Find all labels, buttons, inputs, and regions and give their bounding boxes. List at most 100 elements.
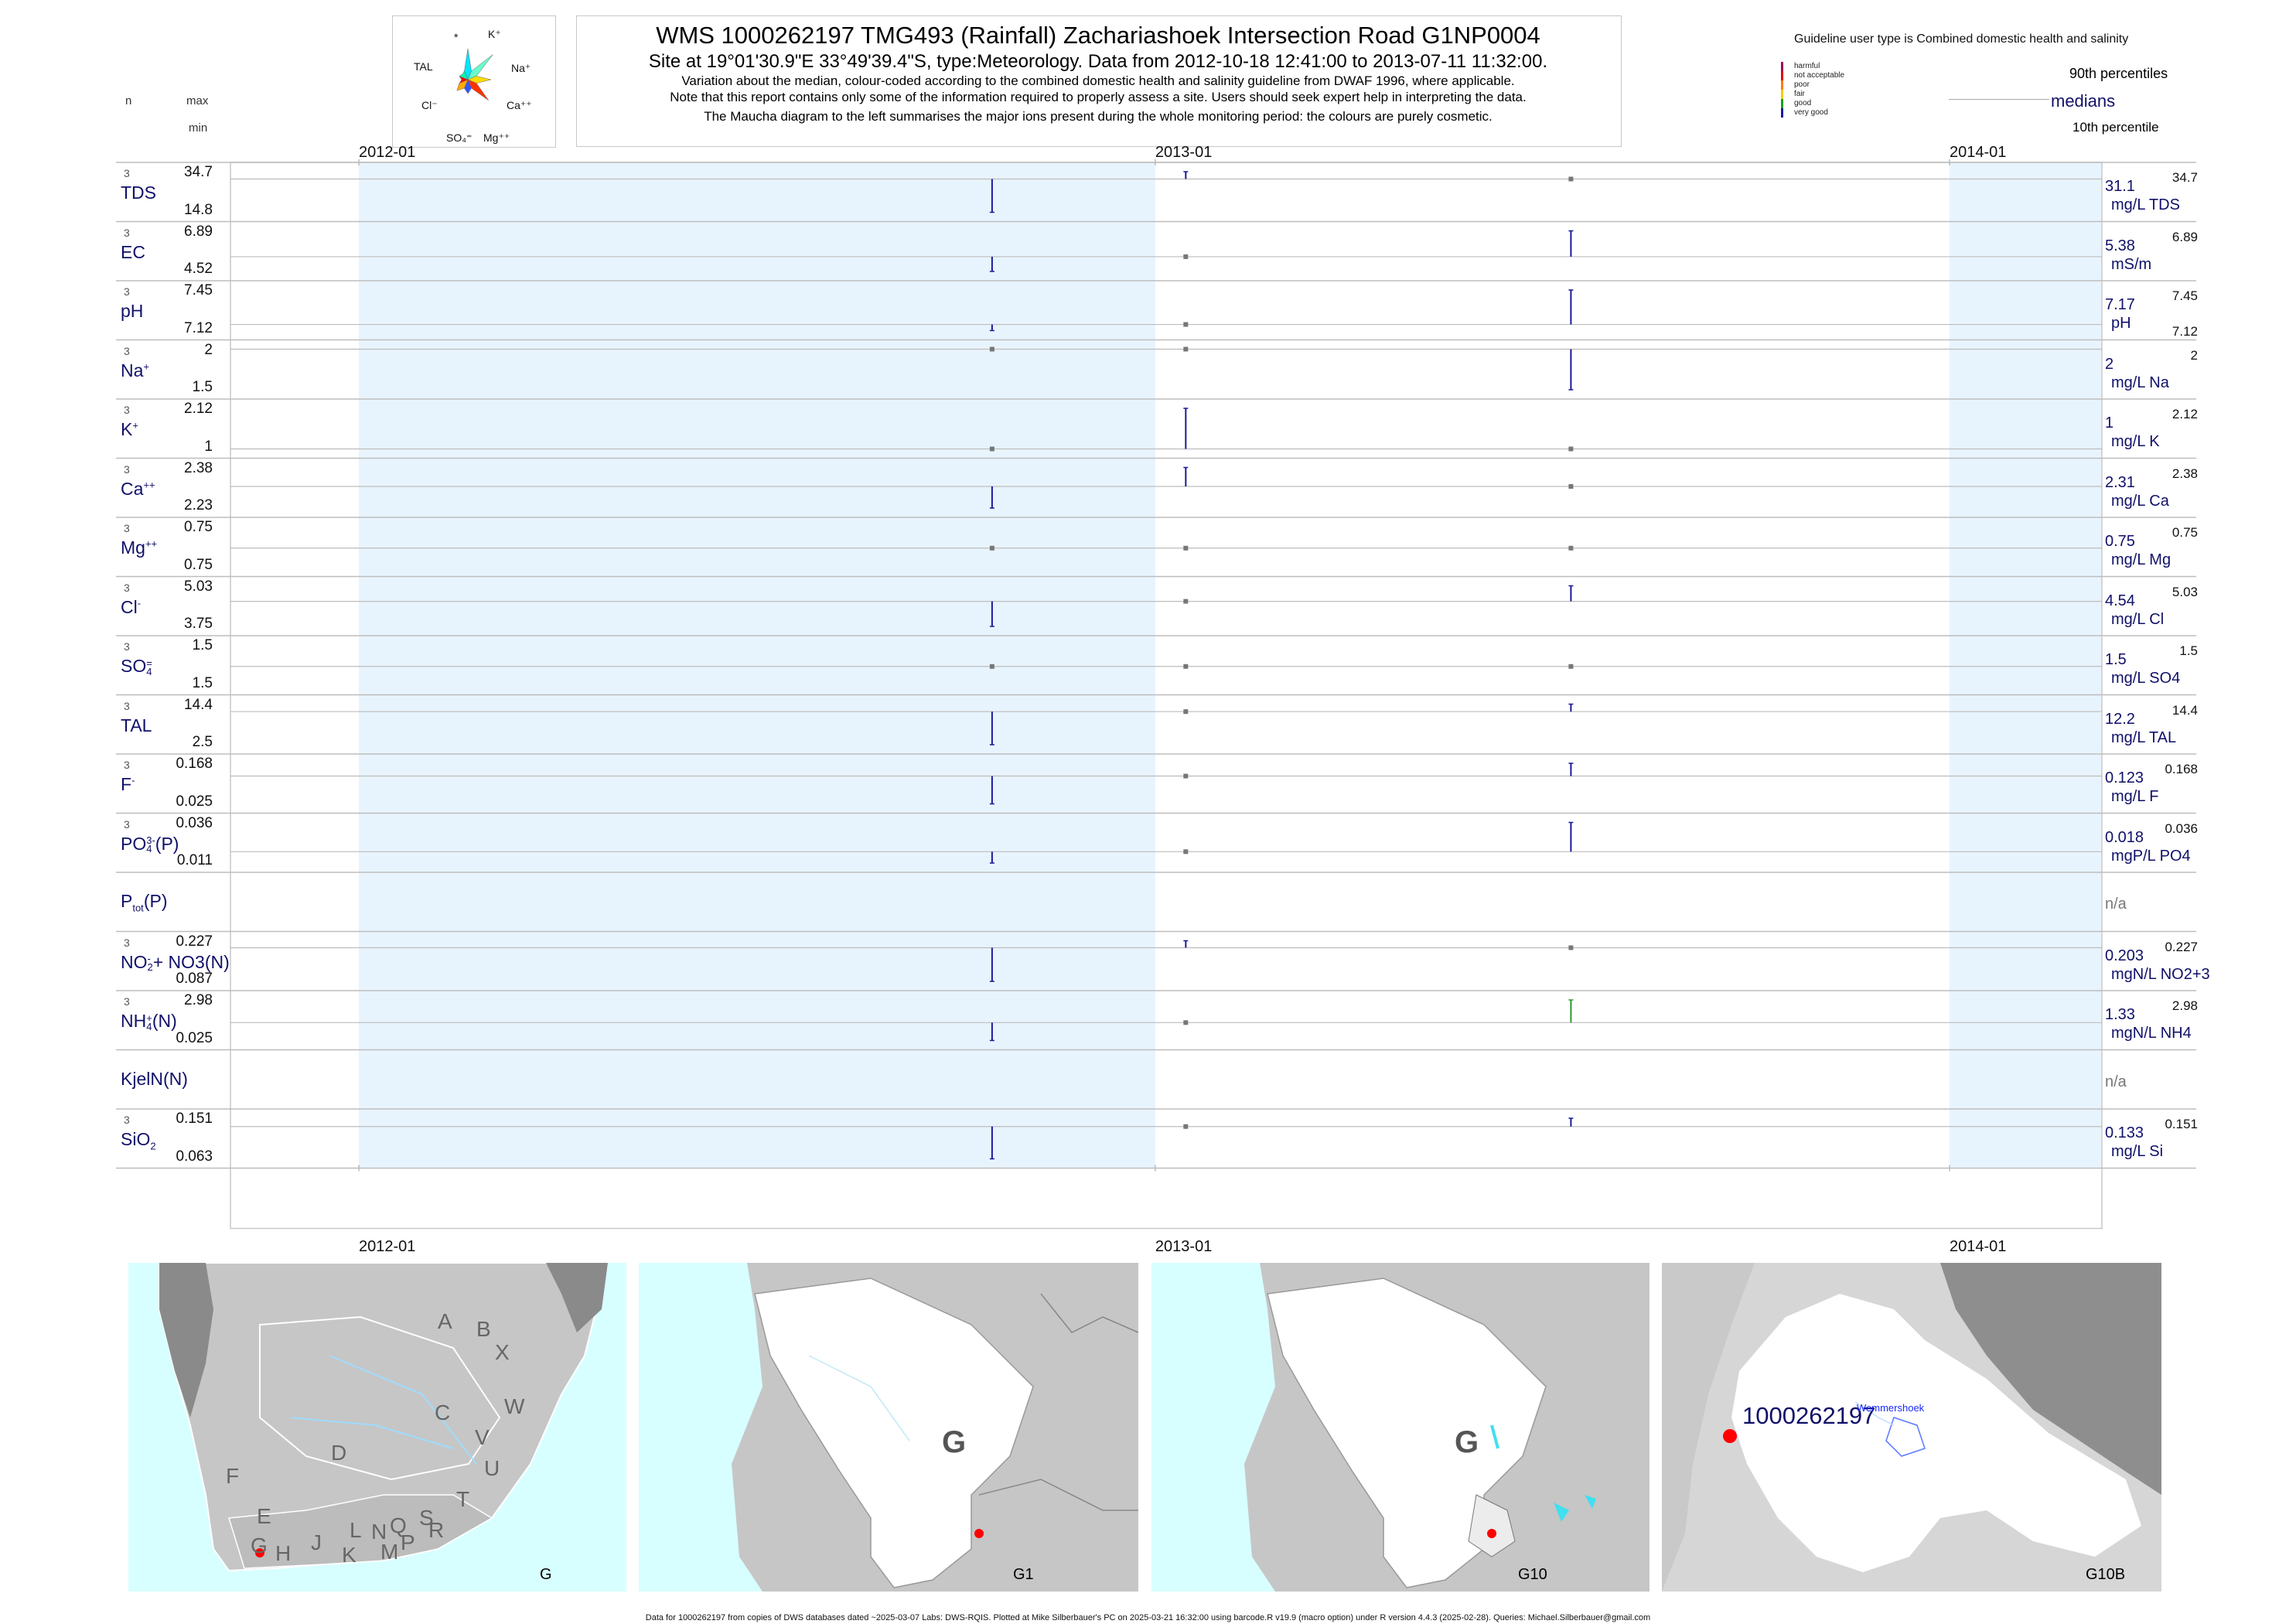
row-right-max: 2.98 xyxy=(2171,998,2198,1013)
row-median: 0.123 xyxy=(2105,769,2144,786)
map-label-g10b: G10B xyxy=(2086,1566,2126,1583)
row-right-max: 1.5 xyxy=(2179,643,2198,658)
sample-point xyxy=(1183,599,1189,604)
row-max: 14.4 xyxy=(184,696,213,713)
legend-swatch xyxy=(1781,71,1783,80)
x-tick-label: 2014-01 xyxy=(1950,1237,2007,1255)
legend-swatch xyxy=(1781,80,1783,90)
legend-label: very good xyxy=(1794,108,1828,117)
row-parameter-name: EC xyxy=(121,241,145,262)
row-unit: mgP/L PO4 xyxy=(2111,847,2191,865)
sample-point xyxy=(1183,773,1189,779)
row-median: 31.1 xyxy=(2105,178,2135,195)
row-min: 1.5 xyxy=(192,674,213,691)
row-n: 3 xyxy=(124,226,130,239)
row-median: 1.33 xyxy=(2105,1006,2135,1023)
region-letter: L xyxy=(350,1518,362,1542)
sample-point xyxy=(989,545,994,551)
region-letter: C xyxy=(435,1401,451,1424)
chart-area xyxy=(116,159,2196,1230)
row-n: 3 xyxy=(124,817,130,831)
sample-point xyxy=(1568,545,1574,551)
row-max: 2.12 xyxy=(184,401,213,417)
legend-label: good xyxy=(1794,99,1812,107)
row-n: 3 xyxy=(124,1114,130,1126)
note-block: Variation about the median, colour-coded… xyxy=(582,73,1615,125)
row-max: 2.38 xyxy=(184,459,213,476)
row-median-na: n/a xyxy=(2105,1073,2127,1090)
row-median: 1 xyxy=(2105,415,2114,432)
row-max: 2.98 xyxy=(184,992,213,1008)
x-tick-label: 2012-01 xyxy=(359,1237,416,1255)
row-median: 0.018 xyxy=(2105,828,2144,846)
row-unit: mg/L Mg xyxy=(2111,551,2171,568)
row-median: 2 xyxy=(2105,355,2114,373)
row-parameter-name: Cl- xyxy=(121,596,142,617)
row-min: 14.8 xyxy=(184,201,213,218)
region-letter: W xyxy=(504,1394,525,1418)
row-n: 3 xyxy=(124,462,130,476)
map-site-label: 1000262197 xyxy=(1742,1402,1876,1429)
region-letter: S xyxy=(419,1506,434,1530)
row-max: 1.5 xyxy=(192,637,213,653)
region-letter: B xyxy=(476,1317,491,1341)
region-letter: G xyxy=(251,1534,268,1557)
map-label-g1: G1 xyxy=(1013,1566,1034,1583)
sample-point xyxy=(1568,664,1574,669)
legend-swatch xyxy=(1781,90,1783,99)
row-n: 3 xyxy=(124,699,130,712)
row-parameter-name: K+ xyxy=(121,419,138,439)
page-title: WMS 1000262197 TMG493 (Rainfall) Zachari… xyxy=(656,22,1540,49)
sample-point xyxy=(1183,664,1189,669)
site-marker-sa xyxy=(255,1548,264,1557)
row-unit: mgN/L NH4 xyxy=(2111,1025,2192,1042)
row-median: 7.17 xyxy=(2105,296,2135,313)
row-right-max: 2.12 xyxy=(2171,407,2198,421)
region-letter: X xyxy=(495,1340,510,1364)
legend-medians: medians xyxy=(2051,91,2116,111)
region-letter: M xyxy=(380,1540,399,1564)
region-letter: K xyxy=(342,1543,357,1567)
sample-point xyxy=(1568,484,1574,489)
row-parameter-name: PO 3- 4 (P) xyxy=(121,833,179,855)
row-parameter-name: Mg++ xyxy=(121,537,158,558)
row-parameter-name: F- xyxy=(121,774,135,794)
row-min: 0.087 xyxy=(176,971,213,987)
row-unit: mg/L TDS xyxy=(2111,196,2180,213)
legend-p10: 10th percentile xyxy=(2073,120,2159,135)
row-unit: mg/L K xyxy=(2111,433,2160,450)
row-right-max: 0.227 xyxy=(2165,939,2198,954)
row-n: 3 xyxy=(124,581,130,594)
maucha-label: TAL xyxy=(414,60,433,73)
site-marker-g1 xyxy=(974,1529,984,1538)
row-unit: mg/L F xyxy=(2111,788,2159,805)
row-min: 0.011 xyxy=(176,852,213,868)
sample-point xyxy=(989,446,994,452)
x-tick-label: 2013-01 xyxy=(1155,144,1213,161)
row-median-na: n/a xyxy=(2105,896,2127,913)
row-parameter-name: NO -2 + NO3(N) xyxy=(121,951,230,974)
map-big-letter-g10: G xyxy=(1455,1425,1479,1459)
legend-label: poor xyxy=(1794,80,1810,89)
row-right-max: 5.03 xyxy=(2171,584,2198,599)
legend-p90: 90th percentiles xyxy=(2069,66,2168,81)
row-parameter-name: Ptot(P) xyxy=(121,891,168,914)
row-max: 0.75 xyxy=(184,519,213,535)
row-n: 3 xyxy=(124,167,130,179)
row-parameter-name: SO = 4 xyxy=(121,656,152,677)
row-right-max: 0.75 xyxy=(2171,525,2198,540)
row-median: 4.54 xyxy=(2105,592,2135,609)
maucha-label: Cl⁻ xyxy=(421,99,438,111)
maucha-label: * xyxy=(454,31,459,43)
row-right-max: 0.168 xyxy=(2165,762,2198,776)
row-right-max: 0.151 xyxy=(2165,1117,2198,1131)
region-letter: R xyxy=(428,1518,445,1542)
row-right-min: 7.12 xyxy=(2171,324,2198,339)
row-unit: pH xyxy=(2111,315,2131,332)
region-letter: E xyxy=(257,1504,271,1528)
map-label-g: G xyxy=(540,1566,552,1583)
sample-point xyxy=(1183,346,1189,352)
row-min: 0.75 xyxy=(184,556,213,573)
region-letter: V xyxy=(475,1425,490,1449)
